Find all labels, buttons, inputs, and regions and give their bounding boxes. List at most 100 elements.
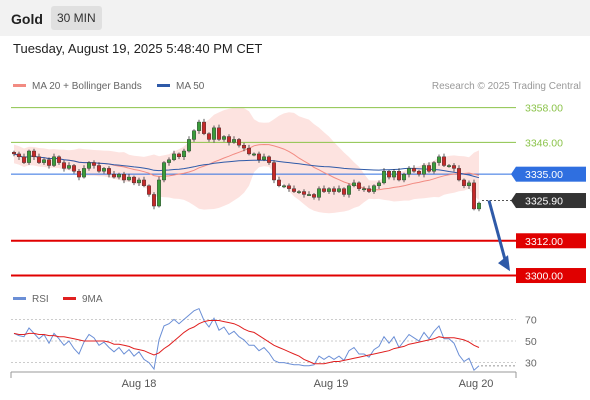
candle-body — [352, 182, 357, 186]
candle-body — [287, 185, 292, 189]
candle-body — [472, 182, 477, 210]
candle-body — [457, 168, 462, 181]
candle-body — [101, 168, 106, 172]
candle-body — [407, 168, 412, 175]
candle-body — [106, 168, 111, 175]
candle-body — [181, 150, 186, 158]
candle-body — [442, 156, 447, 166]
level-label: 3358.00 — [525, 103, 563, 115]
candle-body — [66, 165, 71, 169]
timeframe-badge[interactable]: 30 MIN — [51, 6, 102, 30]
rsi-swatch — [13, 296, 26, 300]
price-legend-ma20: MA 20 + Bollinger Bands — [13, 81, 142, 92]
candle-body — [251, 153, 256, 156]
candle-body — [176, 153, 181, 158]
rsi-legend-rsi: RSI — [13, 294, 49, 305]
candle-body — [422, 165, 427, 175]
candle-body — [111, 173, 116, 178]
candle-body — [221, 136, 226, 140]
candle-body — [337, 188, 342, 192]
candle-body — [477, 202, 482, 210]
candle-body — [357, 182, 362, 189]
ma50-swatch — [157, 83, 170, 87]
price-tag-box — [516, 268, 586, 284]
candle-body — [417, 171, 422, 175]
rsi-tick-label: 70 — [525, 314, 537, 326]
candle-body — [397, 171, 402, 181]
candle-body — [206, 133, 211, 140]
candle-body — [22, 156, 27, 163]
candle-body — [141, 179, 146, 186]
candle-body — [52, 156, 57, 166]
candle-body — [317, 188, 322, 198]
level-label: 3325.90 — [525, 196, 563, 208]
candle-body — [467, 182, 472, 186]
x-tick-label: Aug 19 — [314, 378, 349, 390]
candle-body — [267, 156, 272, 163]
x-tick-label: Aug 20 — [459, 378, 494, 390]
price-tag-box — [516, 193, 586, 209]
forecast-arrow-head — [498, 255, 510, 272]
price-tag-box — [516, 166, 586, 182]
candle-body — [216, 127, 221, 140]
candle-body — [246, 147, 251, 155]
candle-body — [462, 179, 467, 186]
candle-body — [297, 191, 302, 193]
forecast-arrow-shaft — [487, 200, 508, 264]
price-tag-pointer — [511, 166, 516, 182]
price-tag-box — [516, 233, 586, 249]
candle-body — [257, 153, 262, 160]
candle-body — [47, 159, 52, 166]
candle-body — [171, 153, 176, 160]
candle-body — [432, 162, 437, 172]
candle-body — [342, 188, 347, 195]
candle-body — [42, 159, 47, 163]
header-bar: Gold 30 MIN — [0, 0, 590, 36]
candle-body — [322, 188, 327, 192]
candle-body — [382, 171, 387, 184]
candle-body — [161, 162, 166, 181]
candle-body — [377, 182, 382, 186]
9ma-swatch — [63, 296, 76, 300]
candle-body — [262, 156, 267, 160]
candle-body — [11, 151, 16, 155]
candle-body — [362, 188, 367, 191]
candle-body — [367, 188, 372, 192]
candle-body — [27, 150, 32, 163]
rsi-tick-label: 30 — [525, 358, 537, 370]
candle-body — [231, 139, 236, 143]
candle-body — [191, 130, 196, 140]
candle-body — [427, 165, 432, 172]
candle-body — [347, 185, 352, 195]
candle-body — [201, 121, 206, 134]
ma50-legend-label: MA 50 — [176, 81, 205, 92]
price-legend-ma50: MA 50 — [157, 81, 204, 92]
ma50-line — [13, 153, 480, 179]
candle-body — [402, 173, 407, 181]
candle-body — [57, 156, 62, 163]
level-label: 3346.00 — [525, 137, 563, 149]
rsi-9ma-line — [13, 320, 480, 365]
rsi-legend-9ma: 9MA — [63, 294, 103, 305]
candle-body — [272, 162, 277, 181]
candle-body — [226, 136, 231, 143]
candle-body — [277, 179, 282, 186]
rsi-tick-label: 50 — [525, 336, 537, 348]
x-tick-label: Aug 18 — [122, 378, 157, 390]
rsi-line — [13, 307, 480, 372]
candle-body — [292, 188, 297, 192]
candle-body — [32, 150, 37, 158]
candle-body — [211, 127, 216, 140]
candle-body — [156, 179, 161, 207]
report-datetime: Tuesday, August 19, 2025 5:48:40 PM CET — [13, 41, 263, 56]
candle-body — [186, 139, 191, 152]
candle-body — [151, 194, 156, 207]
level-label: 3312.00 — [525, 236, 563, 248]
ma20-legend-label: MA 20 + Bollinger Bands — [32, 81, 142, 92]
candle-body — [387, 171, 392, 178]
candle-body — [96, 165, 101, 172]
candle-body — [447, 165, 452, 167]
candle-body — [116, 173, 121, 178]
candle-body — [121, 173, 126, 181]
